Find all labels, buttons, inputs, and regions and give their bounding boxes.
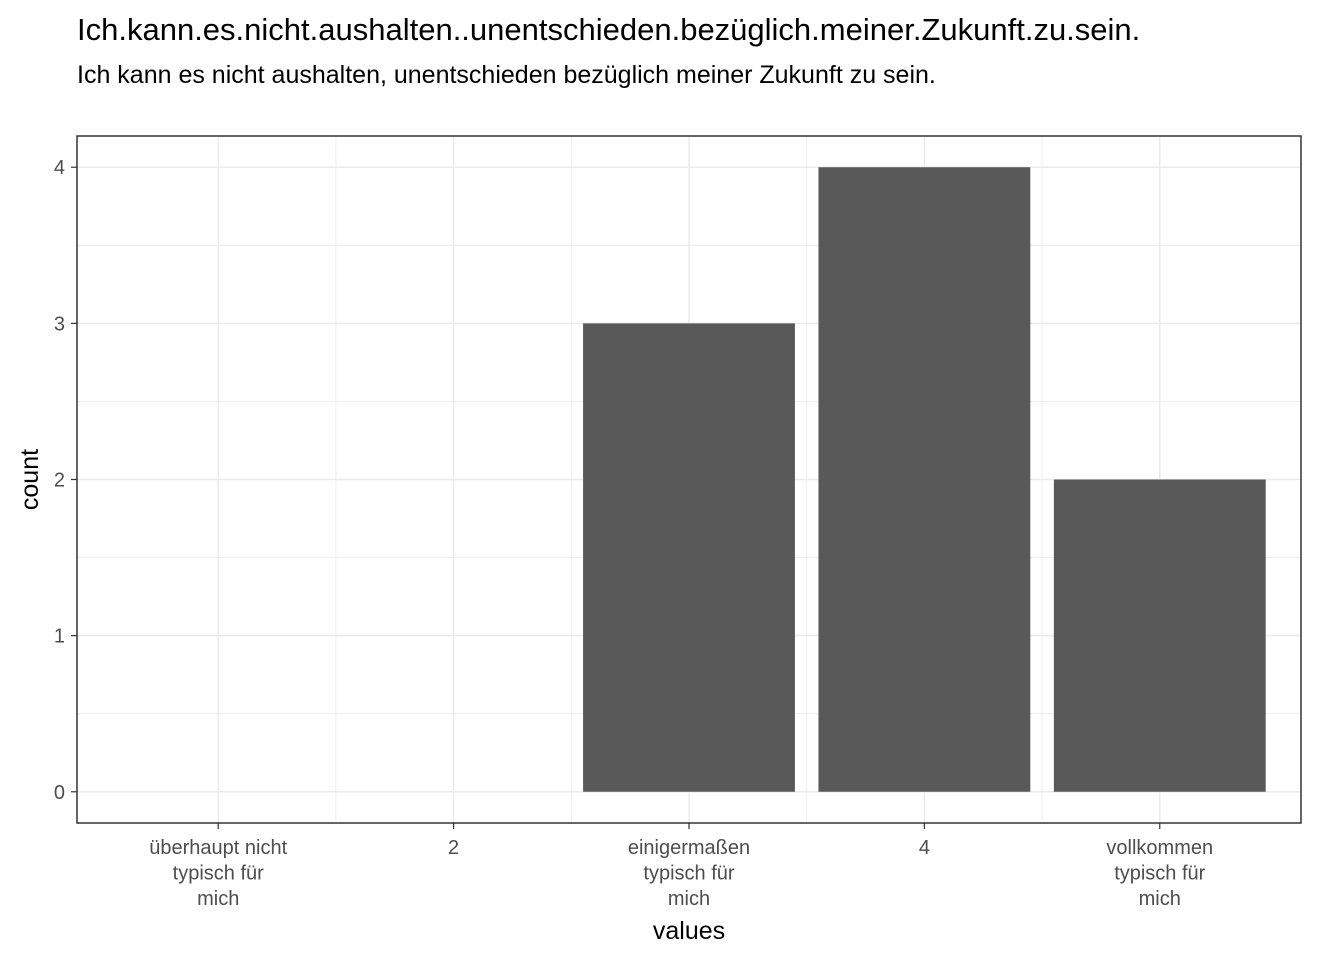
axis-layer: 0 1 2 3 4 überhaupt nicht typisch für mich 2 eini… xyxy=(54,157,1213,910)
y-axis-title: count xyxy=(16,449,44,510)
chart-title: Ich.kann.es.nicht.aushalten..unentschied… xyxy=(77,12,1141,47)
bar xyxy=(818,167,1031,792)
chart-subtitle: Ich kann es nicht aushalten, unentschied… xyxy=(77,61,936,89)
x-tick-label: 2 xyxy=(448,837,459,859)
y-tick-label: 1 xyxy=(54,626,65,648)
y-tick-label: 3 xyxy=(54,313,65,335)
x-tick-label: einigermaßen typisch für mich xyxy=(628,837,750,910)
x-tick-label: überhaupt nicht typisch für mich xyxy=(149,837,287,910)
y-tick-label: 4 xyxy=(54,157,65,179)
bar xyxy=(1053,479,1266,792)
y-tick-label: 2 xyxy=(54,470,65,492)
y-tick-label: 0 xyxy=(54,782,65,804)
bar-layer xyxy=(583,167,1266,792)
bar xyxy=(583,323,795,792)
x-tick-label: 4 xyxy=(919,837,930,859)
x-tick-label: vollkommen typisch für mich xyxy=(1106,837,1213,910)
x-axis-title: values xyxy=(653,917,725,945)
